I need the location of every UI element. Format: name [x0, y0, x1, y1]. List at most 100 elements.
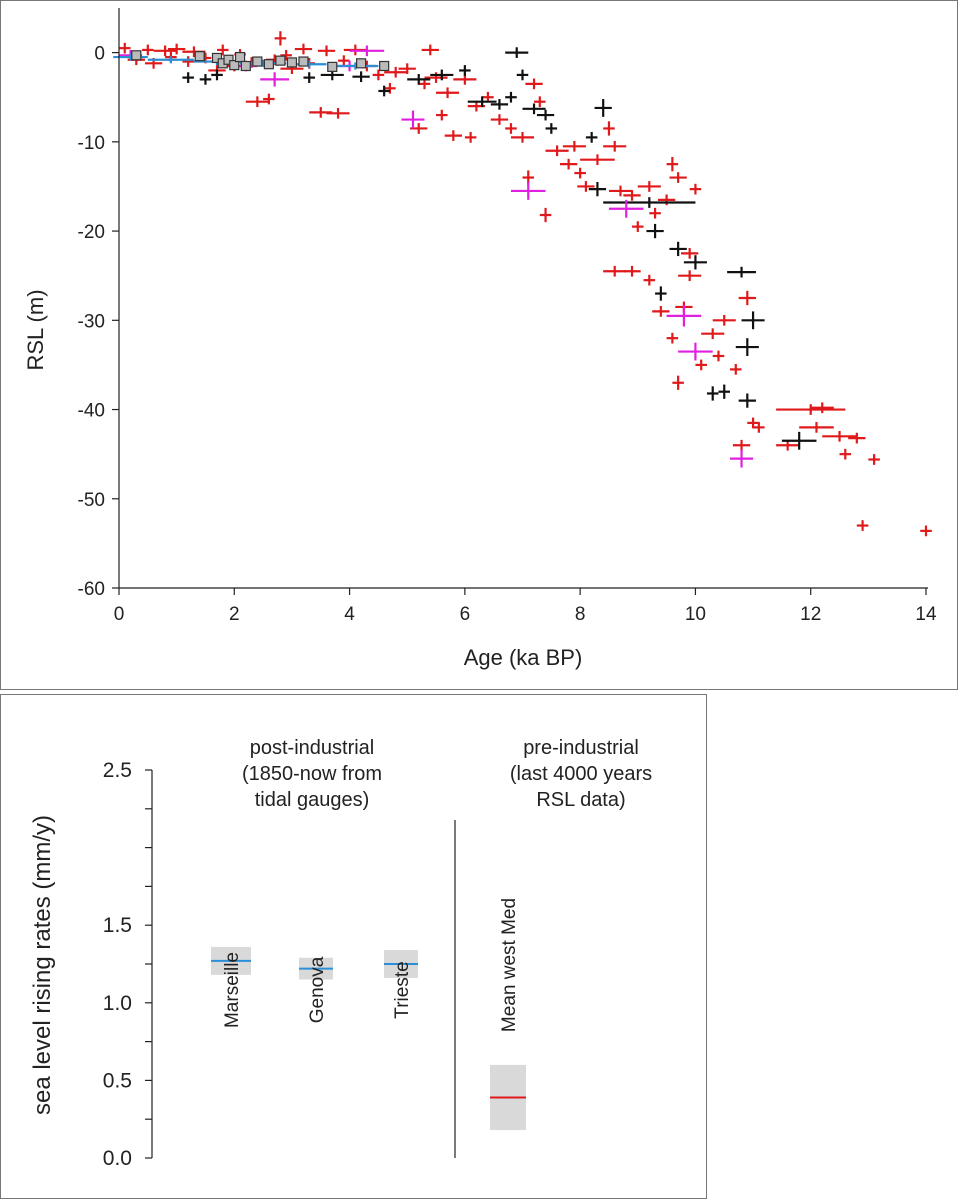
data-point: [505, 47, 529, 58]
data-point: [379, 60, 390, 72]
data-point: [407, 74, 431, 85]
data-point: [505, 91, 517, 103]
data-point: [274, 31, 287, 46]
data-point: [666, 332, 679, 344]
rate-bar: Mean west Med: [490, 898, 526, 1131]
data-point: [505, 123, 517, 134]
data-point: [637, 181, 661, 192]
data-point: [545, 123, 558, 134]
data-point: [623, 265, 641, 277]
data-point: [562, 140, 586, 152]
data-point: [436, 87, 460, 99]
x-tick-label: 14: [915, 604, 937, 625]
category-label: Mean west Med: [499, 898, 520, 1032]
data-point: [689, 183, 702, 195]
rsl-data-marks: [113, 31, 932, 537]
y-tick-label: -10: [78, 133, 105, 154]
data-point: [464, 132, 477, 143]
data-point: [327, 61, 338, 72]
y-tick-label: -50: [78, 490, 105, 511]
x-tick-label: 4: [344, 604, 355, 625]
data-point: [681, 248, 699, 259]
data-point: [444, 130, 462, 141]
data-point: [695, 359, 707, 371]
data-point: [727, 266, 756, 278]
data-point: [245, 96, 269, 108]
data-point: [730, 449, 754, 468]
uncertainty-band: [211, 946, 251, 975]
data-point: [603, 140, 627, 152]
rates-y-tick-label: 0.5: [103, 1069, 132, 1092]
data-point: [781, 431, 817, 450]
data-point: [356, 58, 367, 69]
data-point: [234, 51, 246, 63]
group-heading-line: tidal gauges): [255, 789, 370, 811]
top-panel-frame: [0, 0, 958, 690]
data-point: [848, 432, 866, 444]
data-point: [666, 305, 702, 327]
group-headings: post-industrial (1850-now from tidal gauge…: [242, 737, 652, 811]
data-point: [510, 182, 546, 200]
data-point: [467, 96, 497, 108]
data-point: [349, 45, 385, 57]
data-point: [436, 109, 448, 121]
data-point: [260, 72, 290, 87]
group-heading-line: (last 4000 years: [510, 763, 652, 785]
data-point: [735, 338, 759, 356]
data-point: [303, 72, 315, 83]
data-point: [577, 181, 595, 192]
data-point: [574, 167, 586, 179]
data-point: [799, 422, 834, 433]
data-point: [603, 121, 615, 136]
data-point: [669, 172, 687, 183]
data-point: [352, 71, 370, 83]
data-point: [646, 223, 664, 239]
x-axis-ticks: 0 2 4 6 8 10 12 14: [114, 588, 937, 625]
data-point: [534, 96, 546, 108]
data-point: [712, 350, 725, 362]
data-point: [459, 65, 471, 76]
data-point: [678, 342, 713, 361]
rate-bar: Marseille: [211, 946, 251, 1028]
data-point: [338, 55, 350, 66]
data-point: [732, 439, 751, 451]
data-point: [421, 44, 439, 56]
data-point: [263, 93, 275, 105]
data-point: [678, 270, 702, 282]
data-point: [701, 328, 725, 340]
data-point: [211, 69, 223, 81]
data-point: [182, 72, 194, 83]
x-axis-label: Age (ka BP): [464, 645, 583, 670]
data-point: [623, 190, 641, 201]
data-point: [539, 207, 552, 223]
data-point: [738, 290, 756, 306]
y-tick-label: 0: [94, 44, 105, 65]
data-point: [131, 50, 142, 61]
group-heading-line: post-industrial: [250, 737, 375, 759]
rates-y-axis-label: sea level rising rates (mm/y): [29, 815, 56, 1115]
data-point: [649, 207, 661, 219]
data-point: [594, 99, 612, 117]
rsl-scatter-chart: 0 2 4 6 8 10 12 14 0 -10 -20 -30 -40 -50 -60 Age (ka …: [0, 0, 958, 690]
group-heading-line: RSL data): [536, 789, 625, 811]
data-point: [753, 422, 765, 433]
category-label: Genova: [307, 956, 328, 1023]
data-point: [286, 57, 298, 68]
data-point: [608, 199, 644, 218]
data-point: [920, 525, 932, 537]
data-point: [525, 78, 543, 90]
data-point: [294, 43, 313, 55]
data-point: [430, 69, 454, 81]
rates-y-tick-label: 0.0: [103, 1147, 132, 1170]
uncertainty-band: [490, 1064, 526, 1131]
data-point: [378, 85, 390, 97]
data-point: [240, 60, 251, 72]
data-point: [603, 265, 627, 277]
y-tick-label: -60: [78, 579, 105, 600]
y-tick-label: -40: [78, 401, 105, 422]
data-point: [516, 69, 529, 81]
data-point: [730, 364, 742, 375]
data-point: [153, 45, 177, 57]
data-point: [510, 132, 535, 143]
y-axis-label: RSL (m): [23, 289, 48, 370]
